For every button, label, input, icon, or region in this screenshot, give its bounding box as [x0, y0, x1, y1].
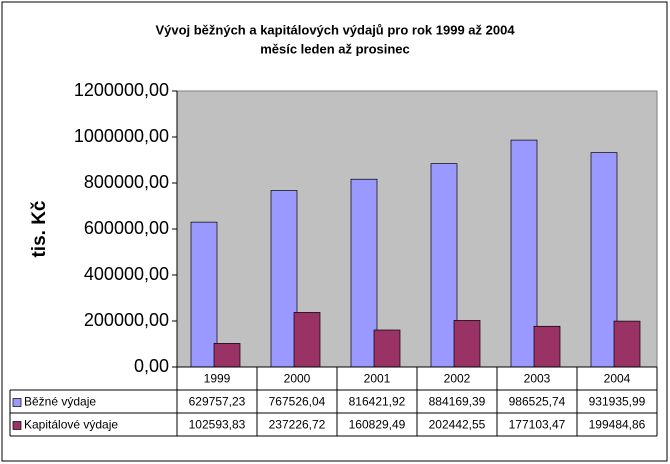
value-label: 160829,49 [349, 418, 406, 432]
value-label: 237226,72 [269, 418, 326, 432]
bar [510, 139, 538, 368]
legend-swatch [12, 421, 22, 430]
y-tick-label: 400000,00 [84, 264, 169, 284]
bar [213, 343, 241, 368]
chart-subtitle: měsíc leden až prosinec [260, 41, 410, 56]
value-label: 202442,55 [429, 418, 486, 432]
value-label: 816421,92 [349, 395, 406, 409]
value-label: 767526,04 [269, 395, 326, 409]
value-label: 884169,39 [429, 395, 486, 409]
bar [190, 221, 218, 368]
bar [430, 163, 458, 368]
bar [613, 320, 641, 368]
value-label: 629757,23 [189, 395, 246, 409]
bar [453, 320, 481, 368]
bar [373, 329, 401, 368]
value-label: 199484,86 [589, 418, 646, 432]
bar [590, 152, 618, 368]
bar [533, 325, 561, 368]
x-tick-label: 2003 [524, 372, 551, 386]
x-tick-label: 2001 [364, 372, 391, 386]
chart-title: Vývoj běžných a kapitálových výdajů pro … [155, 22, 515, 37]
y-tick-label: 0,00 [134, 356, 169, 376]
value-label: 177103,47 [509, 418, 566, 432]
x-tick-label: 2004 [604, 372, 631, 386]
bar [350, 178, 378, 368]
y-tick-label: 200000,00 [84, 310, 169, 330]
plot-area [176, 90, 658, 368]
legend-label: Kapitálové výdaje [24, 418, 118, 432]
y-tick-label: 1000000,00 [74, 126, 169, 146]
value-label: 102593,83 [189, 418, 246, 432]
y-tick-label: 600000,00 [84, 218, 169, 238]
legend-label: Běžné výdaje [24, 395, 96, 409]
x-tick-label: 2000 [284, 372, 311, 386]
value-label: 986525,74 [509, 395, 566, 409]
x-tick-label: 1999 [204, 372, 231, 386]
value-label: 931935,99 [589, 395, 646, 409]
x-tick-label: 2002 [444, 372, 471, 386]
bar [270, 190, 298, 368]
y-tick-label: 800000,00 [84, 172, 169, 192]
legend-swatch [12, 398, 22, 407]
bar [293, 312, 321, 368]
y-axis-label: tis. Kč [29, 200, 50, 257]
y-tick-label: 1200000,00 [74, 80, 169, 100]
